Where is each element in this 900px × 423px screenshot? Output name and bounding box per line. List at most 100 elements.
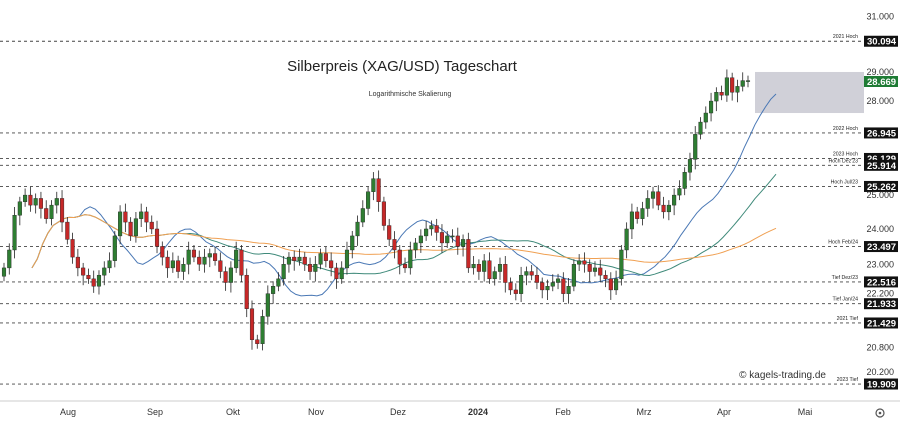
candle-body [555,278,561,283]
candle-body [402,264,408,269]
candle-body [371,178,376,192]
level-value: 25.914 [867,161,897,172]
level-value: 21.429 [867,318,896,329]
candle-body [1,267,7,277]
candle-body [476,264,481,272]
level-label: 2023 Hoch [833,151,858,157]
candle-body [202,256,207,265]
candle-body [75,256,80,269]
candle-body [397,249,402,265]
candle-body [186,249,191,265]
candle-body [508,282,513,291]
candle-body [197,256,202,265]
level-value: 25.262 [867,182,896,193]
candle-body [497,264,503,272]
candle-body [635,211,640,219]
candle-body [81,267,86,276]
candle-body [307,264,313,272]
candle-body [366,191,371,209]
candle-body [118,211,123,237]
candle-body [49,204,54,219]
candle-body [44,208,49,219]
y-tick-label: 20.800 [866,343,894,353]
y-tick-label: 25.000 [866,190,894,200]
candle-body [540,282,545,291]
chart-subtitle: Logarithmische Skalierung [369,91,452,98]
candle-body [218,260,223,272]
candle-body [592,267,598,272]
level-value-box [864,241,898,253]
candle-body [139,211,144,219]
candle-body [503,264,508,283]
candle-body [23,194,28,202]
candle-body [619,249,624,280]
candle-body [656,191,661,206]
level-value: 23.497 [867,242,896,253]
level-value: 28.669 [867,77,896,88]
level-value-box [864,317,898,329]
candle-body [740,80,745,87]
candle-body [582,260,587,265]
level-value-box [864,127,898,139]
candle-body [719,92,724,96]
chart-title: Silberpreis (XAG/USD) Tageschart [287,58,518,75]
candle-body [534,274,539,283]
candle-body [38,198,43,209]
candle-body [228,267,233,283]
candle-body [244,274,249,309]
candle-body [12,215,17,251]
level-value-box [864,276,898,288]
candle-body [566,286,571,294]
level-label: Hoch Feb/24 [828,240,858,246]
candle-body [461,239,466,247]
y-tick-label: 28.000 [866,96,894,106]
level-value-box [864,75,898,87]
candle-body [128,221,133,237]
candle-body [629,211,634,230]
y-tick-label: 24.000 [866,224,894,234]
candle-body [123,211,128,223]
x-tick-label: Mai [798,407,813,417]
settings-gear-icon[interactable] [875,408,885,418]
x-tick-label: Aug [60,407,76,417]
candle-body [434,225,439,233]
candle-body [65,221,70,240]
candlesticks [1,69,751,351]
candle-body [271,286,276,294]
x-tick-label: Mrz [637,407,652,417]
candle-body [424,228,429,237]
level-value-box [864,298,898,310]
candle-body [492,271,497,280]
candle-body [587,264,592,272]
candle-body [666,204,671,213]
level-label: Tief Dez/23 [832,275,858,281]
candle-body [102,267,107,276]
candle-body [91,278,96,287]
candle-body [550,282,555,287]
level-lines [0,40,866,385]
candle-body [698,121,703,135]
moving-average-line [31,214,777,269]
time-axis: Aug Sep Okt Nov Dez 2024 Feb Mrz Apr Mai [0,400,900,417]
candle-body [7,249,12,269]
candle-body [318,253,323,265]
candle-body [466,239,471,269]
level-value: 21.933 [867,299,896,310]
candle-body [86,274,91,280]
candle-body [286,256,291,265]
candle-body [191,249,197,258]
candle-body [381,201,386,226]
candle-body [170,260,175,269]
candle-body [339,267,344,280]
candle-body [672,194,677,206]
candle-body [344,249,350,269]
level-value-box [864,180,898,192]
candle-body [323,253,328,261]
candle-body [313,264,318,272]
candle-body [260,316,265,344]
candle-body [281,264,286,280]
candle-body [482,260,487,272]
candle-body [144,211,149,223]
candle-body [682,171,687,189]
